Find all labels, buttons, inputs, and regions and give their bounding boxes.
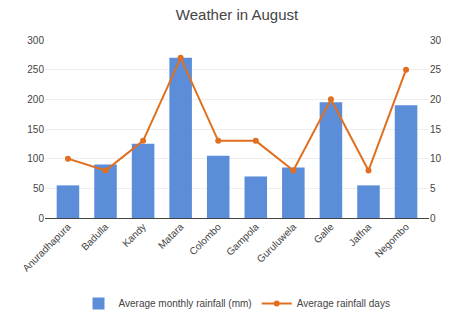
svg-text:Anuradhapura: Anuradhapura	[20, 221, 73, 274]
svg-text:Negombo: Negombo	[373, 221, 412, 260]
svg-text:Matara: Matara	[156, 221, 186, 251]
svg-text:Average monthly rainfall (mm): Average monthly rainfall (mm)	[119, 298, 252, 309]
svg-text:Galle: Galle	[312, 221, 337, 246]
svg-text:0: 0	[430, 213, 436, 224]
svg-text:300: 300	[27, 35, 44, 46]
svg-text:25: 25	[430, 64, 442, 75]
svg-text:Gampola: Gampola	[224, 221, 261, 258]
svg-text:10: 10	[430, 153, 442, 164]
svg-text:Kandy: Kandy	[120, 221, 148, 249]
svg-text:5: 5	[430, 183, 436, 194]
svg-text:Average rainfall days: Average rainfall days	[297, 298, 390, 309]
svg-text:250: 250	[27, 64, 44, 75]
svg-text:150: 150	[27, 124, 44, 135]
svg-text:Colombo: Colombo	[187, 221, 223, 257]
svg-text:20: 20	[430, 94, 442, 105]
svg-text:100: 100	[27, 153, 44, 164]
svg-text:Jaffna: Jaffna	[347, 221, 374, 248]
svg-text:50: 50	[33, 183, 45, 194]
svg-text:30: 30	[430, 35, 442, 46]
svg-text:200: 200	[27, 94, 44, 105]
svg-text:15: 15	[430, 124, 442, 135]
svg-text:Guruluwela: Guruluwela	[255, 221, 299, 265]
svg-text:Weather in August: Weather in August	[176, 6, 299, 23]
svg-text:0: 0	[38, 213, 44, 224]
svg-text:Badulla: Badulla	[79, 221, 111, 253]
